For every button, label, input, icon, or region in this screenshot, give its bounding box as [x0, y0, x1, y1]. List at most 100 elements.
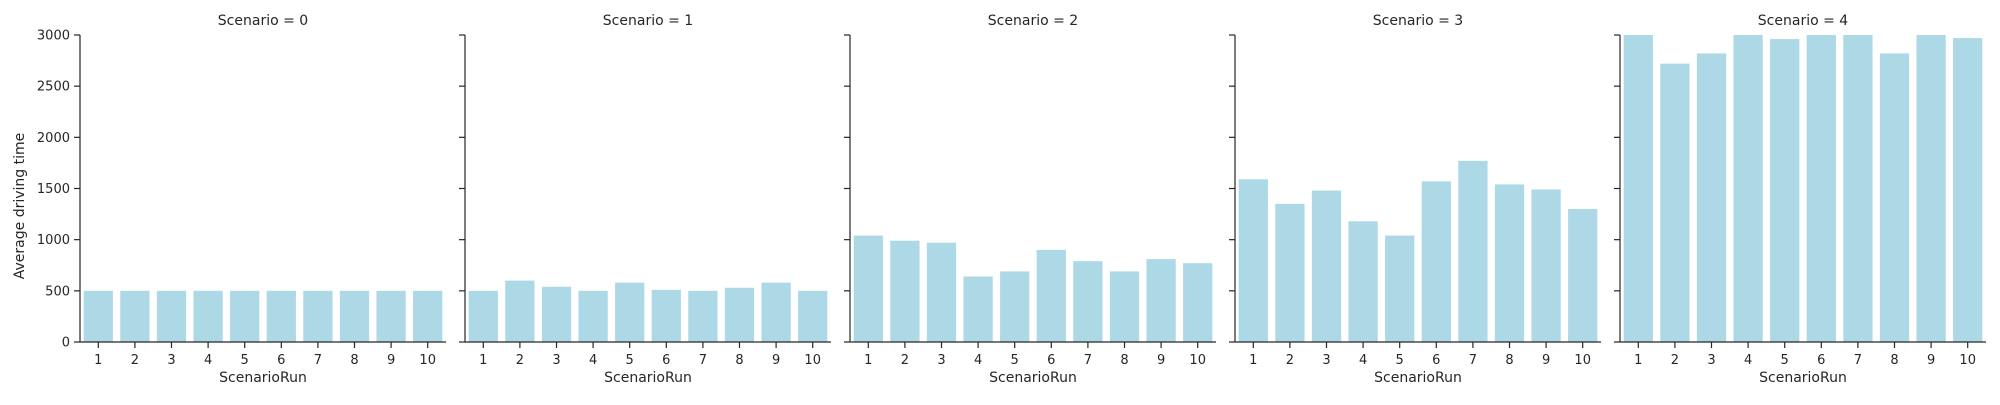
panel-title: Scenario = 3 — [1373, 13, 1463, 29]
panel-3: 1 2 3 4 5 6 7 8 9 10 Scenario = 3 ScenarioRun — [1229, 13, 1601, 386]
panels: 0 500 1000 1500 2000 2500 3000 1 2 3 4 5 6 7 8 9 10 Scena… — [37, 13, 1986, 386]
x-tick-label: 9 — [1157, 353, 1165, 368]
x-tick-label: 6 — [1047, 353, 1055, 368]
bar-panel4-run4 — [1733, 35, 1763, 342]
panel-title: Scenario = 4 — [1758, 13, 1848, 29]
x-tick-label: 7 — [1854, 353, 1862, 368]
x-tick-label: 5 — [1011, 353, 1019, 368]
bar-panel0-run7 — [303, 290, 333, 342]
bar-panel1-run4 — [578, 290, 608, 342]
x-tick-label: 7 — [1469, 353, 1477, 368]
x-tick-label: 8 — [350, 353, 358, 368]
bar-panel3-run8 — [1494, 184, 1525, 342]
x-tick-label: 10 — [1574, 353, 1591, 368]
bar-panel1-run6 — [651, 289, 681, 342]
bar-panel3-run4 — [1348, 221, 1378, 342]
bar-panel4-run9 — [1916, 35, 1946, 342]
x-tick-label: 10 — [419, 353, 436, 368]
bar-panel4-run8 — [1879, 53, 1910, 343]
x-tick-label: 2 — [131, 353, 139, 368]
x-axis-label: ScenarioRun — [604, 370, 692, 386]
x-tick-label: 5 — [241, 353, 249, 368]
bar-panel0-run2 — [120, 290, 150, 342]
x-tick-label: 9 — [772, 353, 780, 368]
x-tick-label: 4 — [589, 353, 597, 368]
bar-panel2-run7 — [1073, 261, 1103, 342]
panel-2: 1 2 3 4 5 6 7 8 9 10 Scenario = 2 ScenarioRun — [844, 13, 1216, 386]
bar-panel2-run2 — [890, 240, 920, 342]
x-tick-label: 3 — [1322, 353, 1330, 368]
x-tick-label: 7 — [314, 353, 322, 368]
x-tick-label: 8 — [1120, 353, 1128, 368]
y-tick-label: 3000 — [37, 29, 70, 44]
bar-panel2-run6 — [1036, 249, 1066, 342]
y-axis-label: Average driving time — [12, 133, 28, 280]
y-tick-label: 2500 — [37, 80, 70, 95]
x-tick-label: 9 — [1542, 353, 1550, 368]
x-tick-label: 2 — [1286, 353, 1294, 368]
bar-panel3-run1 — [1238, 179, 1268, 342]
x-tick-label: 9 — [1927, 353, 1935, 368]
x-tick-label: 6 — [277, 353, 285, 368]
x-tick-label: 7 — [699, 353, 707, 368]
x-tick-label: 2 — [1671, 353, 1679, 368]
x-tick-label: 1 — [864, 353, 872, 368]
bar-panel2-run5 — [1000, 271, 1030, 342]
bar-panel1-run5 — [615, 282, 645, 342]
panel-title: Scenario = 1 — [603, 13, 693, 29]
bar-panel1-run2 — [505, 280, 535, 342]
x-tick-label: 5 — [1396, 353, 1404, 368]
x-tick-label: 9 — [387, 353, 395, 368]
x-tick-label: 10 — [1959, 353, 1976, 368]
bar-panel0-run5 — [230, 290, 260, 342]
bar-panel3-run10 — [1568, 208, 1598, 342]
bar-panel0-run4 — [193, 290, 223, 342]
bar-panel3-run2 — [1275, 203, 1305, 342]
x-tick-label: 8 — [1505, 353, 1513, 368]
x-tick-label: 2 — [516, 353, 524, 368]
bar-panel0-run10 — [413, 290, 443, 342]
x-axis-label: ScenarioRun — [1374, 370, 1462, 386]
bar-panel1-run10 — [798, 290, 828, 342]
bar-panel4-run1 — [1623, 35, 1653, 342]
bar-panel3-run5 — [1385, 235, 1415, 342]
bar-panel1-run9 — [761, 282, 791, 342]
bar-panel4-run6 — [1806, 35, 1836, 342]
y-tick-label: 500 — [45, 284, 70, 299]
bar-panel4-run7 — [1843, 35, 1873, 342]
bar-panel1-run8 — [724, 287, 755, 342]
x-tick-label: 7 — [1084, 353, 1092, 368]
bar-panel0-run9 — [376, 290, 406, 342]
bar-panel1-run1 — [468, 290, 498, 342]
x-tick-label: 4 — [1744, 353, 1752, 368]
x-tick-label: 3 — [167, 353, 175, 368]
panel-0: 0 500 1000 1500 2000 2500 3000 1 2 3 4 5 6 7 8 9 10 Scena… — [37, 13, 446, 386]
panel-4: 1 2 3 4 5 6 7 8 9 10 Scenario = 4 ScenarioRun — [1614, 13, 1986, 386]
x-tick-label: 8 — [1890, 353, 1898, 368]
bar-panel3-run6 — [1421, 181, 1451, 342]
panel-title: Scenario = 2 — [988, 13, 1078, 29]
bar-panel2-run10 — [1183, 263, 1213, 342]
x-tick-label: 10 — [804, 353, 821, 368]
bar-panel4-run10 — [1953, 38, 1983, 342]
y-tick-label: 2000 — [37, 131, 70, 146]
x-tick-label: 6 — [1817, 353, 1825, 368]
x-tick-label: 4 — [974, 353, 982, 368]
x-tick-label: 5 — [1781, 353, 1789, 368]
x-tick-label: 3 — [552, 353, 560, 368]
x-tick-label: 3 — [937, 353, 945, 368]
bar-panel3-run3 — [1311, 190, 1342, 342]
x-tick-label: 5 — [626, 353, 634, 368]
bar-panel2-run8 — [1109, 271, 1140, 342]
bar-panel3-run7 — [1458, 160, 1488, 342]
y-tick-label: 1000 — [37, 233, 70, 248]
x-tick-label: 8 — [735, 353, 743, 368]
x-tick-label: 6 — [662, 353, 670, 368]
x-tick-label: 4 — [204, 353, 212, 368]
x-tick-label: 10 — [1189, 353, 1206, 368]
bar-panel2-run3 — [926, 242, 957, 342]
bar-panel4-run3 — [1696, 53, 1727, 343]
panel-1: 1 2 3 4 5 6 7 8 9 10 Scenario = 1 ScenarioRun — [459, 13, 831, 386]
